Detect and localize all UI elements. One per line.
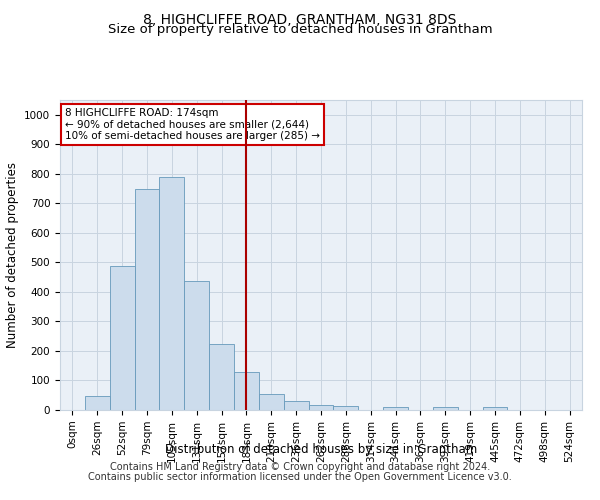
- Text: Contains public sector information licensed under the Open Government Licence v3: Contains public sector information licen…: [88, 472, 512, 482]
- Bar: [383, 408, 408, 410]
- Text: 8, HIGHCLIFFE ROAD, GRANTHAM, NG31 8DS: 8, HIGHCLIFFE ROAD, GRANTHAM, NG31 8DS: [143, 12, 457, 26]
- Y-axis label: Number of detached properties: Number of detached properties: [5, 162, 19, 348]
- Text: Contains HM Land Registry data © Crown copyright and database right 2024.: Contains HM Land Registry data © Crown c…: [110, 462, 490, 472]
- Bar: [184, 281, 209, 410]
- Bar: [334, 406, 358, 410]
- Text: 8 HIGHCLIFFE ROAD: 174sqm
← 90% of detached houses are smaller (2,644)
10% of se: 8 HIGHCLIFFE ROAD: 174sqm ← 90% of detac…: [65, 108, 320, 141]
- Bar: [482, 407, 508, 410]
- Text: Size of property relative to detached houses in Grantham: Size of property relative to detached ho…: [107, 22, 493, 36]
- Bar: [433, 407, 458, 410]
- Bar: [284, 401, 308, 410]
- Bar: [259, 394, 284, 410]
- Bar: [209, 344, 234, 410]
- Bar: [85, 396, 110, 410]
- Bar: [110, 266, 134, 410]
- Bar: [134, 189, 160, 410]
- Text: Distribution of detached houses by size in Grantham: Distribution of detached houses by size …: [165, 442, 477, 456]
- Bar: [234, 372, 259, 410]
- Bar: [160, 177, 184, 410]
- Bar: [308, 404, 334, 410]
